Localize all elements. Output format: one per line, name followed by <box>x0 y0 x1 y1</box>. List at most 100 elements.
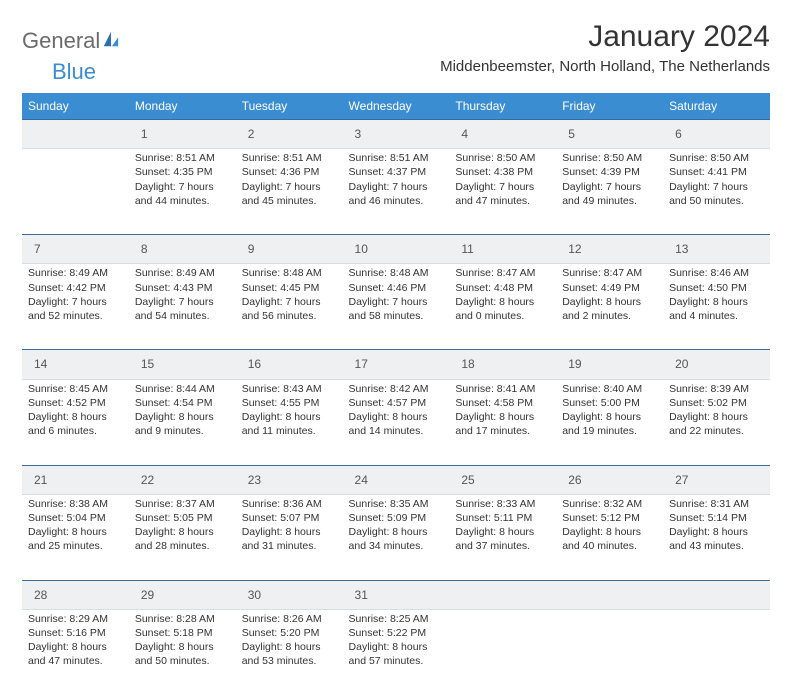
week-row: Sunrise: 8:38 AMSunset: 5:04 PMDaylight:… <box>22 494 770 580</box>
day-cell: Sunrise: 8:41 AMSunset: 4:58 PMDaylight:… <box>449 379 556 465</box>
day-info-line: Sunrise: 8:44 AM <box>135 382 230 396</box>
daynum-row: 78910111213 <box>22 235 770 264</box>
day-number <box>556 580 663 609</box>
day-info-line: Sunset: 5:07 PM <box>242 511 337 525</box>
day-number: 23 <box>236 465 343 494</box>
day-cell: Sunrise: 8:33 AMSunset: 5:11 PMDaylight:… <box>449 494 556 580</box>
day-info-line: Sunset: 4:49 PM <box>562 281 657 295</box>
day-info-line: Daylight: 7 hours <box>562 180 657 194</box>
day-info-line: Daylight: 7 hours <box>242 180 337 194</box>
day-number: 3 <box>343 120 450 149</box>
calendar-table: SundayMondayTuesdayWednesdayThursdayFrid… <box>22 93 770 695</box>
day-info-line: Sunset: 4:39 PM <box>562 165 657 179</box>
day-number: 5 <box>556 120 663 149</box>
day-cell: Sunrise: 8:40 AMSunset: 5:00 PMDaylight:… <box>556 379 663 465</box>
day-info-line: Daylight: 7 hours <box>455 180 550 194</box>
day-cell: Sunrise: 8:42 AMSunset: 4:57 PMDaylight:… <box>343 379 450 465</box>
day-cell: Sunrise: 8:50 AMSunset: 4:38 PMDaylight:… <box>449 149 556 235</box>
day-info-line: Sunset: 4:36 PM <box>242 165 337 179</box>
day-cell-body: Sunrise: 8:47 AMSunset: 4:48 PMDaylight:… <box>449 264 556 327</box>
logo: General <box>22 28 120 54</box>
day-info-line: and 14 minutes. <box>349 424 444 438</box>
day-cell: Sunrise: 8:25 AMSunset: 5:22 PMDaylight:… <box>343 609 450 695</box>
day-cell-body: Sunrise: 8:51 AMSunset: 4:35 PMDaylight:… <box>129 149 236 212</box>
day-info-line: Sunrise: 8:40 AM <box>562 382 657 396</box>
day-info-line: Sunrise: 8:32 AM <box>562 497 657 511</box>
day-info-line: and 17 minutes. <box>455 424 550 438</box>
day-number: 20 <box>663 350 770 379</box>
day-info-line: Sunset: 4:54 PM <box>135 396 230 410</box>
day-header: Sunday <box>22 93 129 120</box>
day-info-line: Daylight: 8 hours <box>135 640 230 654</box>
day-info-line: Daylight: 7 hours <box>349 180 444 194</box>
day-cell-body: Sunrise: 8:42 AMSunset: 4:57 PMDaylight:… <box>343 380 450 443</box>
day-info-line: Sunrise: 8:31 AM <box>669 497 764 511</box>
day-info-line: Sunrise: 8:36 AM <box>242 497 337 511</box>
day-cell: Sunrise: 8:36 AMSunset: 5:07 PMDaylight:… <box>236 494 343 580</box>
day-cell: Sunrise: 8:44 AMSunset: 4:54 PMDaylight:… <box>129 379 236 465</box>
daynum-row: 14151617181920 <box>22 350 770 379</box>
day-cell-body <box>22 149 129 155</box>
day-cell-body: Sunrise: 8:37 AMSunset: 5:05 PMDaylight:… <box>129 495 236 558</box>
daynum-row: 28293031 <box>22 580 770 609</box>
day-cell-body: Sunrise: 8:45 AMSunset: 4:52 PMDaylight:… <box>22 380 129 443</box>
day-cell: Sunrise: 8:47 AMSunset: 4:49 PMDaylight:… <box>556 264 663 350</box>
day-info-line: Sunset: 4:45 PM <box>242 281 337 295</box>
day-info-line: and 44 minutes. <box>135 194 230 208</box>
day-header: Saturday <box>663 93 770 120</box>
day-info-line: Sunset: 4:48 PM <box>455 281 550 295</box>
day-info-line: Daylight: 7 hours <box>669 180 764 194</box>
day-info-line: and 34 minutes. <box>349 539 444 553</box>
day-info-line: Sunrise: 8:47 AM <box>562 266 657 280</box>
day-header: Wednesday <box>343 93 450 120</box>
day-info-line: and 46 minutes. <box>349 194 444 208</box>
day-number: 11 <box>449 235 556 264</box>
day-info-line: Sunset: 4:38 PM <box>455 165 550 179</box>
day-info-line: Sunrise: 8:51 AM <box>242 151 337 165</box>
day-info-line: and 45 minutes. <box>242 194 337 208</box>
day-info-line: Sunset: 5:09 PM <box>349 511 444 525</box>
day-info-line: Sunrise: 8:49 AM <box>28 266 123 280</box>
day-info-line: Sunrise: 8:48 AM <box>242 266 337 280</box>
day-info-line: and 40 minutes. <box>562 539 657 553</box>
day-info-line: Sunrise: 8:45 AM <box>28 382 123 396</box>
day-info-line: Sunrise: 8:48 AM <box>349 266 444 280</box>
day-info-line: Daylight: 8 hours <box>28 410 123 424</box>
day-cell-body: Sunrise: 8:48 AMSunset: 4:46 PMDaylight:… <box>343 264 450 327</box>
day-info-line: Sunset: 4:41 PM <box>669 165 764 179</box>
day-cell-body: Sunrise: 8:36 AMSunset: 5:07 PMDaylight:… <box>236 495 343 558</box>
day-info-line: and 25 minutes. <box>28 539 123 553</box>
day-number: 8 <box>129 235 236 264</box>
day-info-line: Sunrise: 8:38 AM <box>28 497 123 511</box>
day-info-line: and 52 minutes. <box>28 309 123 323</box>
day-info-line: and 49 minutes. <box>562 194 657 208</box>
day-cell: Sunrise: 8:32 AMSunset: 5:12 PMDaylight:… <box>556 494 663 580</box>
day-info-line: Daylight: 8 hours <box>28 525 123 539</box>
day-header: Tuesday <box>236 93 343 120</box>
day-info-line: Sunrise: 8:46 AM <box>669 266 764 280</box>
day-cell: Sunrise: 8:28 AMSunset: 5:18 PMDaylight:… <box>129 609 236 695</box>
day-info-line: and 54 minutes. <box>135 309 230 323</box>
day-info-line: Sunset: 4:58 PM <box>455 396 550 410</box>
day-info-line: Daylight: 8 hours <box>669 295 764 309</box>
day-number: 26 <box>556 465 663 494</box>
day-info-line: and 4 minutes. <box>669 309 764 323</box>
day-info-line: Daylight: 8 hours <box>242 525 337 539</box>
day-cell-body: Sunrise: 8:33 AMSunset: 5:11 PMDaylight:… <box>449 495 556 558</box>
day-info-line: Daylight: 8 hours <box>135 525 230 539</box>
day-info-line: and 53 minutes. <box>242 654 337 668</box>
day-header: Monday <box>129 93 236 120</box>
day-number: 6 <box>663 120 770 149</box>
day-cell: Sunrise: 8:49 AMSunset: 4:43 PMDaylight:… <box>129 264 236 350</box>
day-info-line: Daylight: 7 hours <box>349 295 444 309</box>
day-cell: Sunrise: 8:45 AMSunset: 4:52 PMDaylight:… <box>22 379 129 465</box>
day-cell <box>449 609 556 695</box>
day-cell-body: Sunrise: 8:43 AMSunset: 4:55 PMDaylight:… <box>236 380 343 443</box>
day-number: 1 <box>129 120 236 149</box>
day-cell-body: Sunrise: 8:49 AMSunset: 4:42 PMDaylight:… <box>22 264 129 327</box>
day-info-line: and 57 minutes. <box>349 654 444 668</box>
day-info-line: and 9 minutes. <box>135 424 230 438</box>
day-info-line: Sunrise: 8:39 AM <box>669 382 764 396</box>
day-info-line: Sunset: 5:18 PM <box>135 626 230 640</box>
day-info-line: and 2 minutes. <box>562 309 657 323</box>
